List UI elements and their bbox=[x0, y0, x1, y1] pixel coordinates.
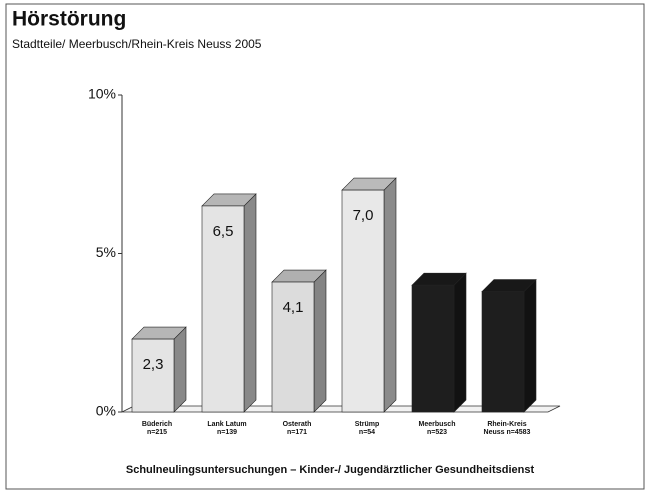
bar-front bbox=[411, 284, 455, 413]
value-label: 6,5 bbox=[213, 223, 234, 240]
chart-subtitle: Stadtteile/ Meerbusch/Rhein-Kreis Neuss … bbox=[12, 37, 262, 51]
y-tick-label: 0% bbox=[96, 403, 116, 419]
bar-side bbox=[243, 193, 257, 413]
bar-front bbox=[271, 281, 315, 413]
value-label: 2,3 bbox=[143, 356, 164, 373]
bar-side bbox=[173, 326, 187, 413]
value-label: 4,1 bbox=[283, 299, 304, 316]
x-tick-label: Osterath n=171 bbox=[283, 421, 312, 436]
bar bbox=[271, 269, 327, 413]
bar bbox=[341, 177, 397, 413]
bar bbox=[131, 326, 187, 413]
bar-side bbox=[383, 177, 397, 413]
bar-side bbox=[523, 278, 537, 413]
bar-front bbox=[131, 338, 175, 413]
bar-side bbox=[453, 272, 467, 413]
footer: Schulneulingsuntersuchungen – Kinder-/ J… bbox=[126, 464, 535, 476]
bar bbox=[201, 193, 257, 413]
bar bbox=[411, 272, 467, 413]
bar bbox=[481, 278, 537, 413]
chart-title: Hörstörung bbox=[12, 8, 126, 31]
y-tick-label: 5% bbox=[96, 244, 116, 260]
bar-front bbox=[481, 291, 525, 413]
bar-front bbox=[201, 205, 245, 413]
x-tick-label: Rhein-Kreis Neuss n=4583 bbox=[484, 421, 531, 436]
x-tick-label: Meerbusch n=523 bbox=[419, 421, 456, 436]
value-label: 7,0 bbox=[353, 207, 374, 224]
x-tick-label: Büderich n=215 bbox=[142, 421, 172, 436]
x-tick-label: Lank Latum n=139 bbox=[207, 421, 246, 436]
x-tick-label: Strümp n=54 bbox=[355, 421, 380, 436]
bar-front bbox=[341, 189, 385, 413]
bar-side bbox=[313, 269, 327, 413]
y-tick-label: 10% bbox=[88, 86, 116, 102]
